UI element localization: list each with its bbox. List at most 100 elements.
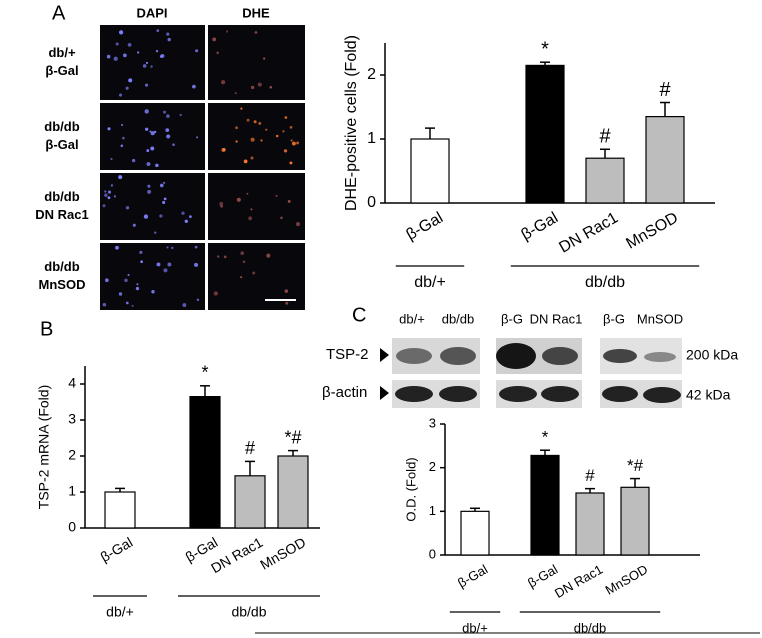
cell-dot (240, 107, 243, 110)
significance-marker: # (245, 438, 255, 458)
cell-dot (106, 54, 111, 59)
cell-dot (132, 223, 136, 227)
significance-marker: # (585, 466, 595, 485)
band (644, 352, 676, 362)
row-label: β-Gal (45, 63, 78, 78)
blot (392, 338, 682, 408)
cell-dot (144, 127, 149, 131)
cell-dot (171, 246, 174, 250)
bar (645, 115, 685, 204)
cell-dot (246, 118, 250, 122)
significance-marker: # (599, 126, 611, 148)
cell-dot (149, 130, 152, 133)
cell-dot (282, 130, 285, 133)
cell-dot (159, 214, 163, 218)
cell-dot (144, 109, 149, 114)
band (440, 347, 476, 365)
cell-dot (287, 199, 291, 203)
cell-dot (257, 82, 262, 87)
cell-dot (195, 49, 199, 53)
cell-dot (165, 128, 170, 132)
cell-dot (156, 29, 160, 33)
x-tick-label: β-Gal (455, 562, 490, 591)
cell-dot (163, 110, 167, 114)
panel-letter: C (352, 304, 366, 326)
cell-dot (127, 273, 130, 277)
cell-dot (136, 283, 139, 286)
micrograph (100, 103, 205, 170)
cell-dot (160, 54, 165, 58)
lane-label: DN Rac1 (530, 311, 583, 326)
x-tick-label: MnSOD (257, 534, 308, 573)
cell-dot (182, 303, 187, 307)
cell-dot (254, 31, 258, 34)
cell-dot (159, 183, 164, 188)
row-label: DN Rac1 (35, 207, 88, 222)
cell-dot (167, 262, 172, 267)
cell-dot (124, 278, 128, 283)
y-tick-label: 0 (429, 546, 436, 561)
cell-dot (150, 131, 155, 136)
cell-dot (125, 86, 129, 90)
cell-dot (240, 276, 243, 279)
significance-marker: * (541, 38, 549, 60)
arrowhead (380, 348, 389, 362)
cell-dot (250, 85, 255, 90)
cell-dot (105, 278, 109, 283)
row-label: db/db (44, 189, 79, 204)
x-tick-label: DN Rac1 (552, 562, 605, 601)
cell-dot (296, 141, 299, 145)
micrograph (208, 103, 305, 170)
significance-marker: *# (284, 427, 301, 447)
group-label: db/db (231, 604, 266, 620)
cell-dot (131, 158, 136, 163)
cell-dot (258, 122, 262, 125)
bar (104, 491, 136, 529)
significance-marker: *# (627, 456, 644, 475)
cell-dot (289, 126, 293, 129)
cell-dot (131, 304, 134, 307)
cell-dot (166, 114, 170, 118)
cell-dot (123, 53, 127, 58)
cell-dot (110, 184, 114, 187)
cell-dot (250, 156, 254, 160)
micrograph-grid (100, 25, 305, 310)
x-tick-label: β-Gal (518, 209, 561, 243)
band (396, 348, 432, 364)
size-label: 200 kDa (686, 347, 738, 363)
group-label: db/db (574, 620, 607, 635)
cell-dot (235, 126, 238, 130)
cell-dot (266, 253, 271, 258)
cell-dot (194, 245, 198, 249)
cell-dot (260, 139, 263, 142)
bar (575, 492, 605, 556)
significance-marker: # (659, 79, 671, 101)
cell-dot (243, 159, 248, 164)
cell-dot (118, 175, 123, 180)
cell-dot (275, 194, 278, 197)
cell-dot (107, 196, 111, 200)
cell-dot (263, 57, 266, 60)
band (603, 349, 637, 363)
cell-dot (275, 134, 279, 138)
size-label: 42 kDa (686, 387, 731, 403)
cell-dot (162, 200, 166, 205)
cell-dot (163, 197, 167, 201)
cell-dot (284, 289, 289, 293)
band (643, 387, 681, 403)
cell-dot (222, 148, 226, 152)
cell-dot (146, 149, 150, 152)
cell-dot (107, 190, 112, 194)
lane-label: db/db (442, 311, 475, 326)
group-label: db/db (585, 274, 625, 291)
cell-dot (115, 245, 119, 250)
cell-dot (166, 246, 169, 249)
bar (234, 475, 266, 529)
micrograph (100, 243, 205, 310)
micrograph (208, 25, 305, 100)
column-header: DAPI (136, 5, 167, 20)
significance-marker: * (542, 428, 549, 447)
cell-dot (142, 64, 147, 68)
row-label: db/+ (48, 45, 75, 60)
